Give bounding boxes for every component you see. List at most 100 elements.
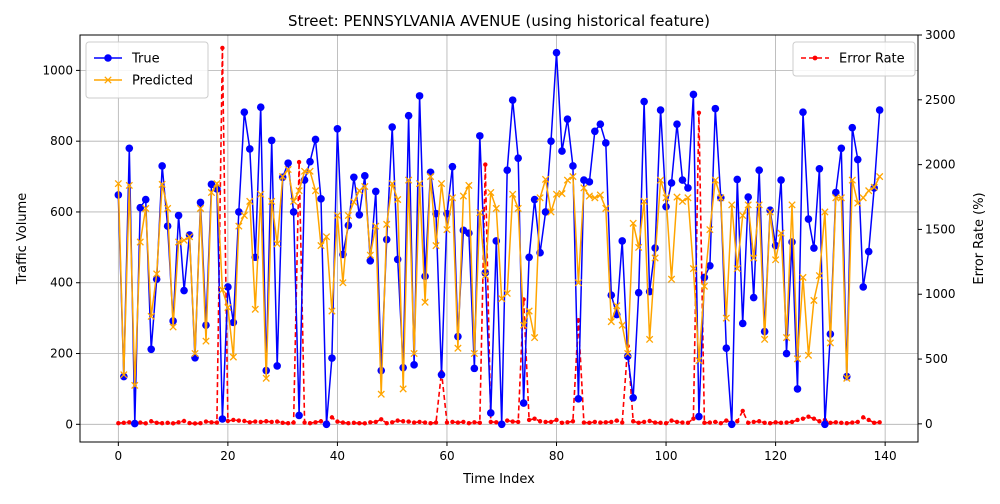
point-true xyxy=(344,221,353,230)
point-true xyxy=(421,272,429,281)
point-error-rate xyxy=(767,421,773,426)
point-predicted xyxy=(591,194,599,202)
point-predicted xyxy=(585,192,594,200)
point-predicted xyxy=(728,201,736,209)
point-predicted xyxy=(519,321,528,329)
point-predicted xyxy=(826,339,835,347)
point-predicted xyxy=(147,312,155,321)
legend-marker-predicted xyxy=(104,76,112,84)
point-error-rate xyxy=(181,418,187,424)
x-axis-label: Time Index xyxy=(462,472,535,487)
point-error-rate xyxy=(839,420,844,426)
point-predicted xyxy=(722,314,730,322)
point-predicted xyxy=(131,381,139,390)
legend-label-true: True xyxy=(131,52,160,67)
point-predicted xyxy=(865,187,873,195)
point-predicted xyxy=(854,199,862,207)
point-error-rate xyxy=(789,419,795,425)
point-error-rate xyxy=(751,419,756,425)
point-predicted xyxy=(673,193,681,201)
point-predicted xyxy=(355,187,363,195)
point-error-rate xyxy=(269,419,274,425)
point-error-rate xyxy=(411,420,417,425)
point-predicted xyxy=(448,194,457,202)
point-predicted xyxy=(667,275,676,283)
point-predicted xyxy=(563,176,572,184)
point-predicted xyxy=(361,182,369,191)
point-error-rate xyxy=(154,420,159,426)
point-predicted xyxy=(744,201,752,209)
point-true xyxy=(240,108,249,116)
point-predicted xyxy=(717,194,725,202)
point-predicted xyxy=(509,190,517,198)
legend-label-error-rate: Error Rate xyxy=(839,52,905,67)
point-error-rate xyxy=(565,420,570,425)
x-tick-label: 120 xyxy=(764,449,787,463)
point-true xyxy=(163,222,172,230)
point-error-rate xyxy=(674,419,680,425)
point-error-rate xyxy=(554,417,559,423)
point-error-rate xyxy=(466,421,472,426)
point-error-rate xyxy=(795,417,800,423)
point-error-rate xyxy=(472,420,477,425)
point-true xyxy=(875,106,884,114)
x-tick-label: 0 xyxy=(115,449,123,463)
point-predicted xyxy=(530,333,539,342)
point-error-rate xyxy=(756,419,762,424)
point-predicted xyxy=(180,236,188,244)
point-error-rate xyxy=(641,419,647,425)
point-error-rate xyxy=(176,420,181,425)
point-true xyxy=(695,412,703,421)
point-true xyxy=(525,253,533,262)
point-true xyxy=(766,206,774,214)
y-tick-label: 400 xyxy=(50,276,73,290)
series-line-true xyxy=(117,52,881,425)
point-true xyxy=(415,92,424,100)
plot-frame xyxy=(79,34,919,443)
point-predicted xyxy=(278,172,287,181)
y2-tick-label: 500 xyxy=(925,352,948,366)
point-true xyxy=(618,237,627,245)
point-true xyxy=(689,90,698,99)
point-predicted xyxy=(782,333,791,342)
point-predicted xyxy=(191,349,199,358)
point-error-rate xyxy=(274,419,280,424)
point-predicted xyxy=(328,307,336,315)
point-true xyxy=(700,273,709,282)
point-predicted xyxy=(569,172,577,181)
point-predicted xyxy=(246,197,254,205)
point-predicted xyxy=(158,180,166,189)
point-error-rate xyxy=(203,419,209,424)
point-error-rate xyxy=(373,419,378,425)
point-error-rate xyxy=(685,420,691,426)
point-error-rate xyxy=(581,420,587,425)
point-predicted xyxy=(876,172,884,181)
point-error-rate xyxy=(592,419,598,425)
point-error-rate xyxy=(379,417,384,422)
point-error-rate xyxy=(477,420,483,426)
point-error-rate xyxy=(652,420,658,425)
point-error-rate xyxy=(362,421,368,426)
point-error-rate xyxy=(384,421,389,426)
point-true xyxy=(623,352,632,361)
point-true xyxy=(552,48,561,57)
point-predicted xyxy=(432,241,440,250)
point-error-rate xyxy=(570,419,576,424)
point-predicted xyxy=(235,222,243,230)
point-true xyxy=(191,353,199,362)
point-true xyxy=(273,362,281,370)
point-true xyxy=(476,132,484,140)
point-predicted xyxy=(771,256,780,264)
y2-tick-label: 1500 xyxy=(925,222,956,236)
point-true xyxy=(706,261,714,270)
point-true xyxy=(350,173,358,182)
point-predicted xyxy=(492,204,500,213)
point-true xyxy=(322,420,331,429)
point-predicted xyxy=(651,254,659,262)
point-true xyxy=(130,419,139,428)
point-predicted xyxy=(695,356,703,365)
point-predicted xyxy=(421,298,429,306)
point-predicted xyxy=(750,254,758,262)
